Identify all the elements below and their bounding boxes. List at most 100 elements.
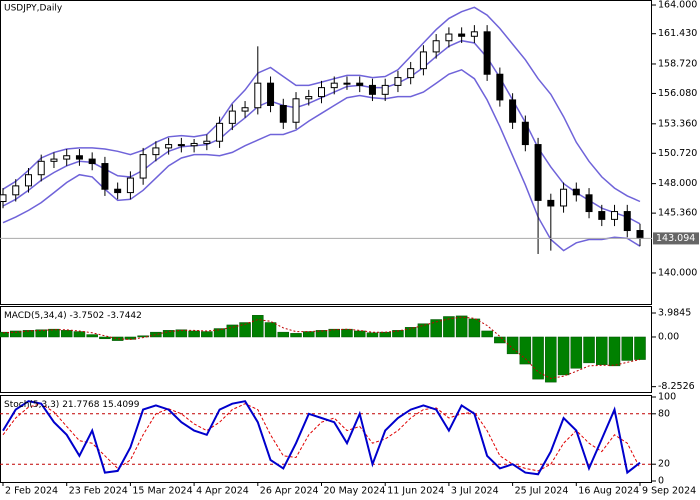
candle-body: [216, 122, 224, 142]
symbol-title: USDJPY,Daily: [4, 4, 63, 14]
candle-body: [305, 96, 313, 100]
candle-body: [267, 82, 275, 106]
y-tick-label: 20: [658, 459, 670, 470]
y-tick-label: 153.360: [658, 118, 697, 129]
x-tick-label: 20 May 2024: [324, 486, 386, 497]
y-tick-label: 161.430: [658, 28, 697, 39]
candle-body: [139, 154, 147, 179]
stoch-title: Stoch(5,3,3) 21.7768 15.4099: [4, 400, 140, 410]
y-tick-label: 140.000: [658, 267, 697, 278]
macd-bar: [392, 330, 404, 338]
macd-bar: [252, 315, 264, 338]
macd-bar: [239, 322, 251, 338]
candle-body: [547, 199, 555, 207]
macd-bar: [201, 331, 213, 338]
candle-body: [419, 51, 427, 70]
candle-body: [343, 82, 351, 85]
candle-body: [496, 73, 504, 101]
x-tick-label: 9 Sep 2024: [642, 486, 696, 497]
candle-body: [470, 31, 478, 37]
candle-body: [585, 194, 593, 213]
x-tick-label: 3 Jul 2024: [451, 486, 499, 497]
macd-signal-line: [2, 316, 641, 380]
macd-bar: [22, 330, 35, 338]
macd-bar: [48, 328, 60, 338]
stoch-d-value: 15.4099: [102, 400, 139, 410]
candle-body: [356, 82, 364, 86]
macd-bar: [404, 327, 417, 338]
stoch-d-line: [2, 403, 641, 472]
macd-bar: [532, 336, 544, 380]
candle-body: [152, 147, 160, 156]
macd-bar: [468, 318, 481, 338]
candle-body: [279, 104, 287, 123]
macd-bar: [290, 333, 302, 338]
macd-bar: [303, 331, 315, 338]
bollinger-band: [2, 68, 641, 252]
candle-body: [228, 110, 236, 124]
candle-body: [126, 177, 134, 194]
candle-body: [88, 158, 96, 165]
y-tick-label: 164.000: [658, 0, 697, 11]
candle-body: [636, 230, 644, 239]
stoch-k-value: 21.7768: [62, 400, 99, 410]
x-tick-label: 23 Feb 2024: [69, 486, 128, 497]
x-tick-label: 26 Apr 2024: [260, 486, 319, 497]
y-tick-label: 0: [658, 476, 664, 487]
candle-body: [203, 140, 211, 144]
macd-bar: [366, 332, 379, 338]
macd-bar: [86, 334, 98, 338]
macd-bar: [60, 330, 73, 338]
macd-bar: [634, 336, 646, 360]
y-tick-label: 158.720: [658, 58, 697, 69]
macd-bar: [557, 336, 570, 376]
stoch-name: Stoch(5,3,3): [4, 400, 59, 410]
candle-body: [254, 82, 262, 109]
macd-bar: [379, 331, 391, 338]
candle-body: [114, 188, 122, 194]
candle-body: [623, 211, 631, 232]
candle-body: [521, 121, 529, 146]
stoch-panel: [0, 395, 652, 483]
candle-body: [12, 185, 20, 196]
candle-body: [534, 144, 542, 201]
candle-body: [50, 158, 58, 162]
macd-panel: [0, 306, 652, 393]
macd-bar: [0, 331, 9, 338]
labels-layer: USDJPY,Daily MACD(5,34,4) -3.7502 -3.744…: [4, 4, 699, 410]
macd-bar: [35, 329, 47, 338]
macd-bar: [545, 336, 557, 383]
candle-body: [24, 174, 32, 187]
macd-bar: [519, 336, 532, 365]
macd-bar: [506, 336, 519, 355]
price-panel: [0, 0, 652, 305]
x-tick-label: 25 Jul 2024: [515, 486, 569, 497]
candle-body: [165, 144, 173, 149]
y-tick-label: 3.9845: [658, 307, 691, 318]
y-tick-label: 145.360: [658, 208, 697, 219]
candle-body: [368, 84, 376, 95]
candle-body: [37, 160, 45, 176]
candle-body: [598, 211, 606, 220]
candle-body: [572, 188, 580, 196]
macd-title: MACD(5,34,4) -3.7502 -3.7442: [4, 311, 142, 321]
candle-body: [63, 155, 71, 160]
x-tick-label: 11 Jun 2024: [387, 486, 444, 497]
candle-body: [560, 188, 568, 207]
macd-bar: [455, 315, 468, 338]
macd-bar: [494, 336, 506, 344]
y-tick-label: -8.2526: [658, 381, 695, 392]
candle-body: [318, 87, 325, 98]
y-tick-label: 148.000: [658, 178, 697, 189]
candle-body: [190, 142, 198, 147]
candle-body: [241, 107, 249, 112]
macd-name: MACD(5,34,4): [4, 311, 67, 321]
macd-bar: [430, 319, 442, 338]
macd-bar: [213, 328, 226, 338]
x-tick-label: 4 Apr 2024: [196, 486, 249, 497]
x-tick-label: 15 Mar 2024: [132, 486, 192, 497]
macd-bar: [137, 335, 149, 338]
macd-bar: [608, 336, 621, 367]
y-tick-label: 100: [658, 392, 676, 403]
candle-body: [394, 77, 402, 86]
